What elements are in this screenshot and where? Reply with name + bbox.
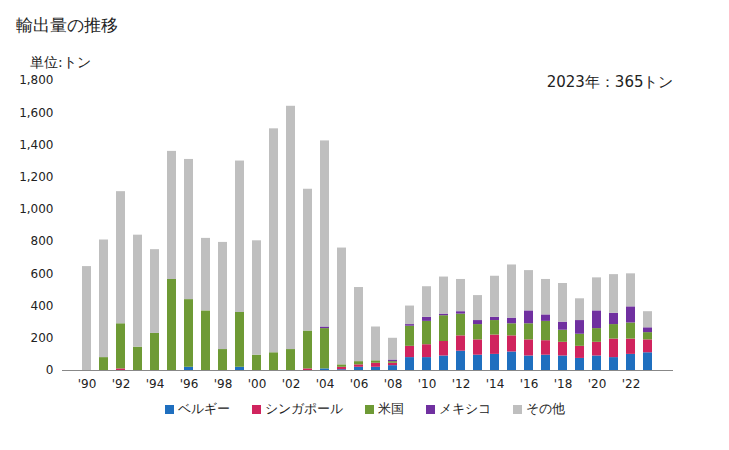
svg-text:'10: '10 — [418, 377, 437, 391]
svg-text:1,400: 1,400 — [19, 138, 53, 152]
svg-text:1,800: 1,800 — [19, 74, 53, 87]
html-text:その他: その他 — [525, 401, 565, 416]
svg-text:'20: '20 — [588, 377, 607, 391]
svg-text:'98: '98 — [214, 377, 233, 391]
svg-text:'18: '18 — [554, 377, 573, 391]
svg-text:'04: '04 — [316, 377, 335, 391]
html-text:ベルギー: ベルギー — [177, 401, 230, 416]
svg-text:'02: '02 — [282, 377, 301, 391]
html-text:米国: 米国 — [377, 401, 404, 416]
svg-text:'06: '06 — [350, 377, 369, 391]
svg-text:'00: '00 — [248, 377, 267, 391]
svg-text:'96: '96 — [180, 377, 199, 391]
svg-text:0: 0 — [46, 363, 54, 377]
svg-text:1,600: 1,600 — [19, 106, 53, 120]
svg-text:200: 200 — [31, 331, 54, 345]
svg-text:'16: '16 — [520, 377, 539, 391]
svg-text:400: 400 — [31, 299, 54, 313]
html-text:輸出量の推移: 輸出量の推移 — [16, 15, 118, 35]
svg-text:800: 800 — [31, 234, 54, 248]
svg-text:1,200: 1,200 — [19, 170, 53, 184]
html-text:メキシコ: メキシコ — [438, 401, 491, 416]
svg-text:2023年：365トン: 2023年：365トン — [547, 74, 674, 91]
svg-text:600: 600 — [31, 267, 54, 281]
svg-text:'92: '92 — [112, 377, 131, 391]
svg-text:'94: '94 — [146, 377, 165, 391]
html-text:シンガポール: シンガポール — [264, 401, 343, 416]
svg-text:'22: '22 — [622, 377, 641, 391]
svg-text:'14: '14 — [486, 377, 505, 391]
svg-text:1,000: 1,000 — [19, 202, 53, 216]
svg-text:'08: '08 — [384, 377, 403, 391]
svg-text:'90: '90 — [78, 377, 97, 391]
svg-text:'12: '12 — [452, 377, 471, 391]
html-text:単位:トン: 単位:トン — [30, 54, 91, 70]
